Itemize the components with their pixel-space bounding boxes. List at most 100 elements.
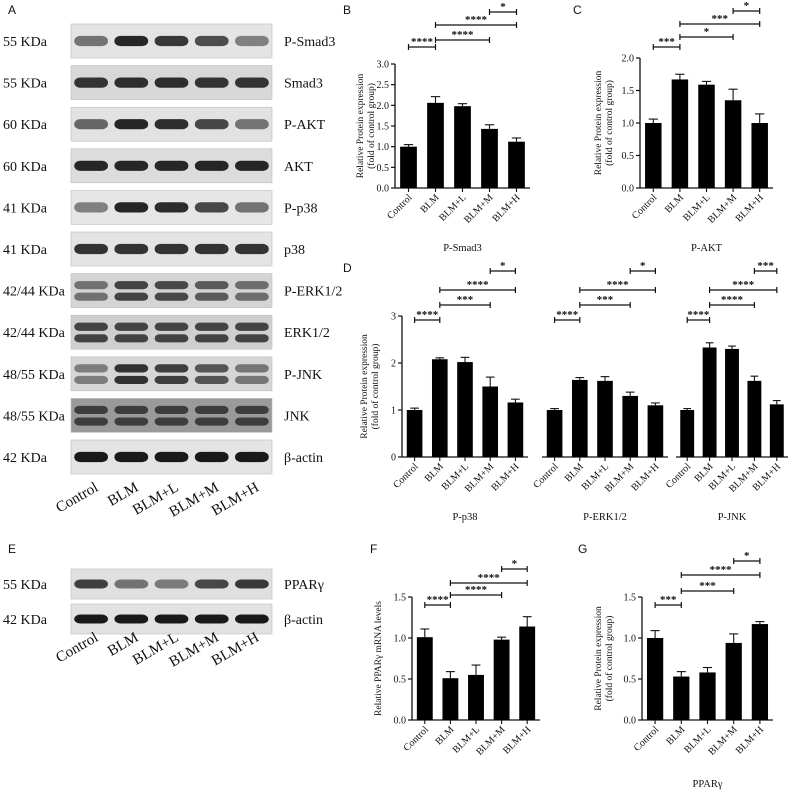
blot-a-protein-label: JNK — [284, 409, 310, 424]
chart-g: 0.0 0.5 1.0 1.5 Relative Protein expression(… — [594, 550, 773, 790]
chart-c: 0.0 0.5 1.0 1.5 2.0 Relative Protein expressi… — [594, 0, 773, 254]
y-tick-label: 1 — [391, 406, 396, 417]
y-axis-label: (fold of control group) — [604, 80, 615, 166]
significance-label: **** — [411, 36, 434, 48]
blot-a-mw-label: 42/44 KDa — [3, 326, 66, 341]
blot-a-band — [114, 202, 149, 213]
blot-a-band — [235, 451, 269, 463]
bar — [747, 380, 762, 457]
y-tick-label: 1.5 — [622, 86, 635, 97]
blot-a-mw-label: 55 KDa — [3, 35, 48, 50]
blot-a-band — [114, 292, 149, 301]
blot-a-band — [194, 292, 229, 301]
bar — [507, 402, 524, 457]
panel-letter-a: A — [8, 3, 16, 17]
bar — [769, 404, 784, 457]
bar — [416, 637, 433, 720]
significance-label: **** — [465, 14, 488, 26]
bar — [457, 362, 473, 457]
significance-label: *** — [712, 13, 729, 25]
blot-a-band — [114, 160, 149, 171]
bar — [406, 410, 423, 457]
x-tick-label: BLM+H — [734, 192, 766, 224]
y-tick-label: 1.0 — [622, 119, 635, 130]
x-tick-label: BLM+M — [706, 192, 739, 225]
blot-a-band — [194, 243, 229, 255]
x-axis-label: P-AKT — [691, 243, 723, 254]
blot-a-membrane — [70, 273, 273, 308]
blot-a-band — [74, 202, 108, 213]
significance-label: *** — [457, 294, 474, 306]
significance-label: **** — [607, 279, 630, 291]
x-tick-label: BLM — [419, 192, 442, 215]
bar — [702, 347, 717, 457]
x-tick-label: BLM+H — [490, 192, 522, 224]
significance-label: * — [500, 1, 506, 13]
blot-a-band — [74, 417, 108, 426]
blot-a-band — [235, 119, 269, 130]
bar — [698, 84, 715, 188]
bar — [493, 639, 510, 720]
blot-a-mw-label: 60 KDa — [3, 160, 48, 175]
panel-letter-b: B — [343, 3, 351, 17]
blot-a-protein-label: P-JNK — [284, 368, 322, 383]
blot-a-protein-label: P-AKT — [284, 118, 326, 133]
significance-label: **** — [687, 309, 710, 321]
panel-letter-d: D — [343, 261, 352, 275]
blot-e-band — [114, 579, 149, 589]
y-axis-label: Relative Protein expression — [360, 334, 370, 439]
blot-a-band — [114, 451, 149, 463]
blot-a-band — [114, 281, 149, 290]
y-tick-label: 0.0 — [377, 184, 390, 195]
y-tick-label: 0.5 — [377, 163, 390, 174]
blot-a-band — [154, 451, 189, 463]
y-tick-label: 1.5 — [377, 122, 390, 133]
blot-a-band — [235, 243, 269, 255]
blot-e-mw-label: 42 KDa — [3, 613, 48, 628]
y-tick-label: 2.5 — [377, 80, 390, 91]
y-axis-label: (fold of control group) — [366, 83, 377, 169]
blot-a-mw-label: 41 KDa — [3, 201, 48, 216]
bar — [597, 380, 613, 457]
chart-d: 0 1 2 3 Relative Protein expression (fold of … — [360, 260, 788, 523]
bar — [400, 146, 417, 188]
blot-a-band — [74, 292, 108, 301]
blot-a-band — [154, 243, 189, 255]
blot-a-band — [74, 243, 108, 255]
blot-a-band — [235, 77, 269, 88]
blot-e-band — [235, 614, 269, 624]
x-tick-label: Control — [664, 461, 694, 491]
x-tick-label: Control — [630, 192, 660, 222]
significance-label: *** — [658, 36, 675, 48]
y-axis-label: (fold of control group) — [604, 616, 615, 702]
bar — [751, 123, 768, 188]
y-tick-label: 0.5 — [622, 151, 635, 162]
blot-a-band — [74, 451, 108, 463]
blot-a-band — [114, 375, 149, 384]
significance-label: * — [500, 260, 506, 272]
blot-a-band — [114, 243, 149, 255]
blot-a-band — [194, 405, 229, 415]
x-axis-label: P-Smad3 — [443, 243, 482, 254]
y-axis-label: Relative Protein expression — [594, 71, 604, 176]
blot-a-band — [194, 451, 229, 463]
blot-a-membrane — [70, 314, 273, 350]
blot-e-mw-label: 55 KDa — [3, 578, 48, 593]
bar — [724, 100, 742, 188]
y-axis-label: Relative Protein expression — [594, 606, 604, 711]
blot-a-mw-label: 48/55 KDa — [3, 409, 66, 424]
chart-f: 0.0 0.5 1.0 1.5 Relative PPARγ mRNA levels Co… — [374, 558, 540, 758]
blot-a-band — [154, 417, 189, 426]
bar — [725, 348, 739, 457]
y-tick-label: 0.5 — [624, 675, 637, 686]
blot-a-mw-label: 60 KDa — [3, 118, 48, 133]
blot-a-band — [194, 35, 229, 47]
blot-a-band — [74, 119, 108, 130]
blot-a-band — [114, 322, 149, 331]
significance-label: **** — [465, 584, 488, 596]
bar — [622, 395, 639, 457]
bar — [725, 642, 742, 720]
blot-a-mw-label: 41 KDa — [3, 243, 48, 258]
blot-a-protein-label: p38 — [284, 243, 305, 258]
